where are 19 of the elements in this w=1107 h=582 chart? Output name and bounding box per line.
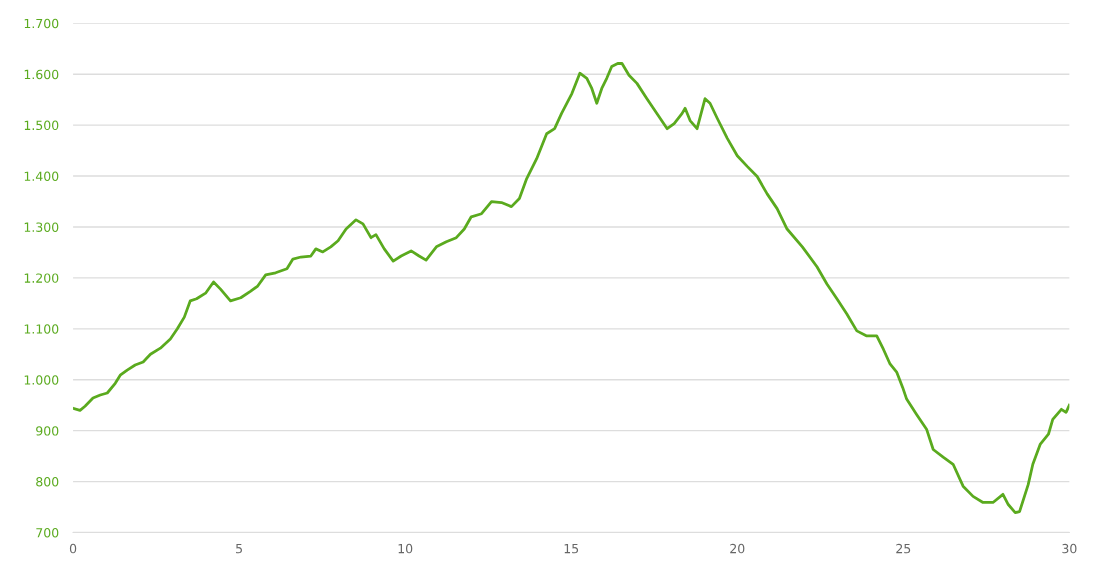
y-tick-label: 700 <box>36 528 59 538</box>
y-tick-label: 1.600 <box>24 69 59 80</box>
line-series <box>73 62 1070 515</box>
y-tick-label: 1.100 <box>24 324 59 334</box>
x-tick-label: 15 <box>564 544 579 554</box>
y-tick-label: 1.200 <box>24 273 59 283</box>
x-tick-label: 5 <box>236 544 242 554</box>
x-tick-label: 10 <box>398 543 413 554</box>
y-tick-label: 1.400 <box>24 171 59 181</box>
x-tick-label: 20 <box>730 543 745 554</box>
y-tick-label: 800 <box>36 477 59 487</box>
y-tick-label: 1.500 <box>24 120 59 131</box>
y-tick-label: 1.300 <box>24 222 59 232</box>
y-tick-label: 900 <box>36 426 59 436</box>
x-tick-label: 0 <box>69 543 77 554</box>
y-tick-label: 1.000 <box>24 375 59 385</box>
x-tick-label: 30 <box>1062 543 1077 554</box>
y-tick-label: 1.700 <box>24 18 59 29</box>
x-tick-label: 25 <box>896 543 911 554</box>
